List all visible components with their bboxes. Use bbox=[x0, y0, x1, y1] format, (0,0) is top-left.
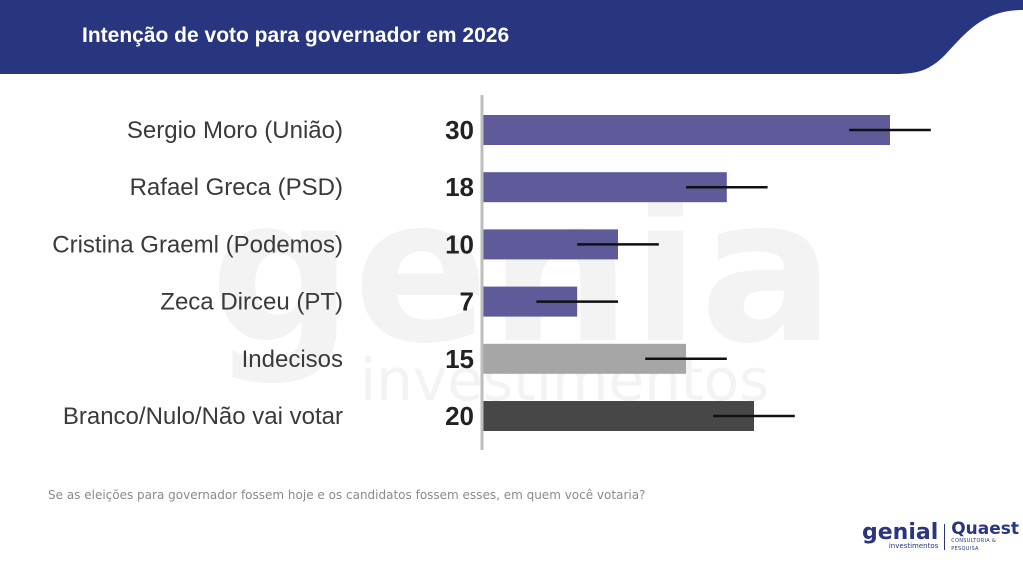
data-label: 10 bbox=[445, 229, 474, 259]
header-band bbox=[0, 0, 1023, 74]
bar-chart: Sergio Moro (União) 30 Rafael Greca (PSD) 1… bbox=[52, 95, 931, 450]
category-label: Indecisos bbox=[242, 346, 343, 373]
category-label: Sergio Moro (União) bbox=[127, 117, 343, 144]
genial-logo-sub: investimentos bbox=[888, 542, 939, 550]
logo-divider bbox=[944, 524, 946, 550]
genial-logo-word: genial bbox=[862, 520, 939, 545]
quaest-logo-word: Quaest bbox=[951, 519, 1020, 539]
page-title: Intenção de voto para governador em 2026 bbox=[82, 24, 510, 47]
bar-row: Indecisos 15 bbox=[242, 343, 727, 374]
bar-row: Cristina Graeml (Podemos) 10 bbox=[52, 229, 659, 260]
data-label: 7 bbox=[460, 287, 474, 317]
bar-row: Zeca Dirceu (PT) 7 bbox=[160, 286, 618, 317]
bar bbox=[482, 401, 754, 431]
bar-row: Sergio Moro (União) 30 bbox=[127, 115, 931, 145]
bar-row: Branco/Nulo/Não vai votar 20 bbox=[63, 401, 795, 431]
quaest-logo-sub: CONSULTORIA & PESQUISA bbox=[951, 538, 997, 552]
survey-question: Se as eleições para governador fossem ho… bbox=[48, 488, 646, 502]
category-label: Rafael Greca (PSD) bbox=[130, 174, 343, 201]
data-label: 18 bbox=[445, 172, 474, 202]
quaest-logo: Quaest CONSULTORIA & PESQUISA bbox=[951, 521, 1023, 553]
header-shape bbox=[0, 0, 1023, 74]
category-label: Branco/Nulo/Não vai votar bbox=[63, 403, 343, 430]
category-label: Zeca Dirceu (PT) bbox=[160, 289, 343, 316]
data-label: 20 bbox=[445, 401, 474, 431]
bar-row: Rafael Greca (PSD) 18 bbox=[130, 172, 768, 203]
bar bbox=[482, 115, 890, 145]
logos: genial investimentos Quaest CONSULTORIA … bbox=[862, 521, 1023, 553]
watermark: genial investimentos bbox=[210, 155, 840, 410]
data-label: 30 bbox=[445, 115, 474, 145]
category-label: Cristina Graeml (Podemos) bbox=[52, 231, 343, 258]
genial-logo: genial investimentos bbox=[862, 522, 939, 551]
data-label: 15 bbox=[445, 344, 474, 374]
